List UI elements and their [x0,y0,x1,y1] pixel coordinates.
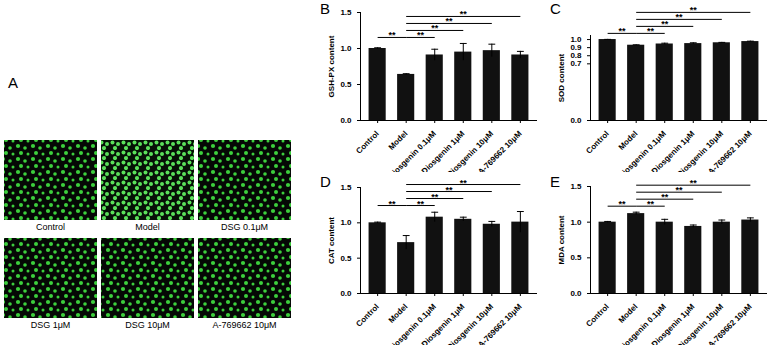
svg-text:A-769662 10μM: A-769662 10μM [706,129,753,172]
svg-text:DSG 1μM: DSG 1μM [31,320,71,330]
svg-text:0.0: 0.0 [570,289,582,298]
svg-text:1.0: 1.0 [340,218,352,227]
svg-text:Control: Control [354,302,380,328]
svg-text:Control: Control [584,129,610,155]
svg-text:Control: Control [36,222,65,232]
svg-text:0.0: 0.0 [340,116,352,125]
svg-text:A-769662 10μM: A-769662 10μM [706,302,753,345]
svg-text:0.5: 0.5 [340,80,352,89]
svg-text:0.9: 0.9 [570,43,582,52]
svg-text:Model: Model [387,302,410,325]
svg-text:**: ** [460,178,468,188]
html-text:D: D [320,173,331,190]
svg-text:**: ** [445,185,453,195]
svg-text:**: ** [675,185,683,195]
svg-text:0.7: 0.7 [570,59,582,68]
svg-text:**: ** [690,5,698,15]
svg-text:**: ** [417,199,425,209]
svg-text:0.5: 0.5 [570,253,582,262]
svg-text:**: ** [445,16,453,26]
svg-text:**: ** [431,23,439,33]
svg-text:1.5: 1.5 [570,182,582,191]
html-text:E: E [550,173,560,190]
svg-text:DSG 0.1μM: DSG 0.1μM [221,222,268,232]
svg-text:**: ** [388,199,396,209]
svg-text:Model: Model [387,129,410,152]
html-text:C: C [550,0,561,17]
svg-text:1.0: 1.0 [340,44,352,53]
svg-text:1.0: 1.0 [570,218,582,227]
svg-text:A-769662 10μM: A-769662 10μM [476,129,523,172]
svg-text:**: ** [675,12,683,22]
svg-text:1.5: 1.5 [340,183,352,192]
svg-text:0.0: 0.0 [340,289,352,298]
svg-text:Control: Control [354,129,380,155]
html-text:A: A [8,74,18,91]
svg-text:1.0: 1.0 [570,35,582,44]
svg-text:**: ** [431,192,439,202]
svg-text:**: ** [417,30,425,40]
svg-text:DSG 10μM: DSG 10μM [125,320,170,330]
svg-text:**: ** [647,26,655,36]
svg-text:0.0: 0.0 [570,116,582,125]
svg-text:0.8: 0.8 [570,51,582,60]
svg-text:**: ** [661,19,669,29]
svg-text:Model: Model [617,129,640,152]
svg-text:**: ** [460,9,468,19]
svg-text:1.5: 1.5 [340,8,352,17]
svg-text:**: ** [690,178,698,188]
svg-text:Model: Model [135,222,160,232]
html-text:B: B [320,0,330,17]
svg-text:SOD content: SOD content [557,53,566,102]
svg-text:**: ** [618,199,626,209]
svg-text:Model: Model [617,302,640,325]
svg-text:**: ** [388,30,396,40]
svg-text:A-769662 10μM: A-769662 10μM [476,302,523,345]
svg-text:**: ** [647,199,655,209]
svg-text:0.5: 0.5 [340,254,352,263]
svg-text:A-769662 10μM: A-769662 10μM [212,320,276,330]
svg-text:Control: Control [584,302,610,328]
svg-text:**: ** [618,26,626,36]
svg-text:GSH-PX content: GSH-PX content [327,35,336,97]
svg-text:CAT content: CAT content [327,217,336,264]
svg-text:**: ** [661,192,669,202]
svg-text:MDA content: MDA content [557,215,566,264]
